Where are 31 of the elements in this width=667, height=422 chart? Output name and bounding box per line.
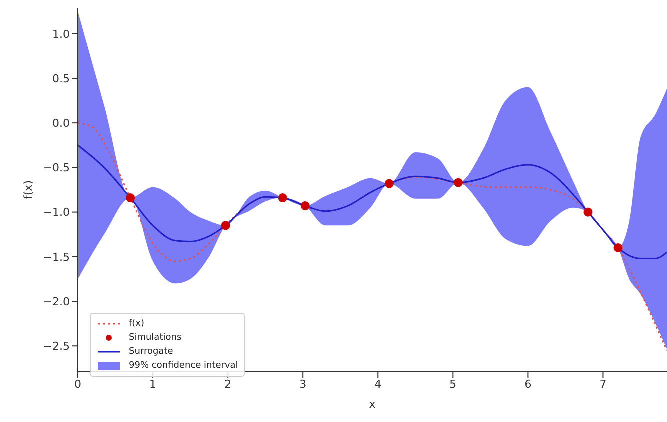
x-tick-label: 7 (600, 378, 607, 391)
legend-label: Simulations (129, 333, 182, 343)
line-series (78, 144, 667, 260)
y-tick-label: −2.0 (43, 295, 70, 308)
y-tick-label: −2.5 (43, 340, 70, 354)
x-tick-label: 6 (524, 378, 532, 391)
x-tick-label: 1 (150, 378, 157, 391)
y-tick-label: −1.5 (43, 250, 70, 264)
point (384, 179, 394, 188)
legend-label: 99% confidence interval (129, 361, 238, 371)
y-axis-title: f(x) (22, 180, 35, 200)
y-tick-label: 0.0 (52, 116, 70, 130)
y-tick-label: −0.5 (43, 162, 70, 175)
y-tick-label: 0.5 (52, 72, 70, 86)
x-tick-label: 0 (74, 378, 82, 391)
x-tick-label: 2 (224, 378, 232, 391)
point (454, 178, 463, 188)
point (126, 194, 136, 203)
point (614, 243, 623, 252)
x-tick-label: 3 (300, 378, 307, 391)
legend-label: f(x) (129, 319, 145, 329)
y-tick-label: −1.0 (43, 206, 70, 220)
y-tick-label: 1.0 (52, 28, 70, 41)
x-tick-label: 4 (374, 378, 382, 391)
x-axis-title: x (369, 398, 376, 411)
x-tick-label: 5 (450, 378, 457, 391)
legend-label: Surrogate (129, 347, 174, 357)
point (584, 208, 593, 217)
point (278, 194, 288, 203)
point (221, 221, 230, 230)
point (300, 202, 310, 211)
